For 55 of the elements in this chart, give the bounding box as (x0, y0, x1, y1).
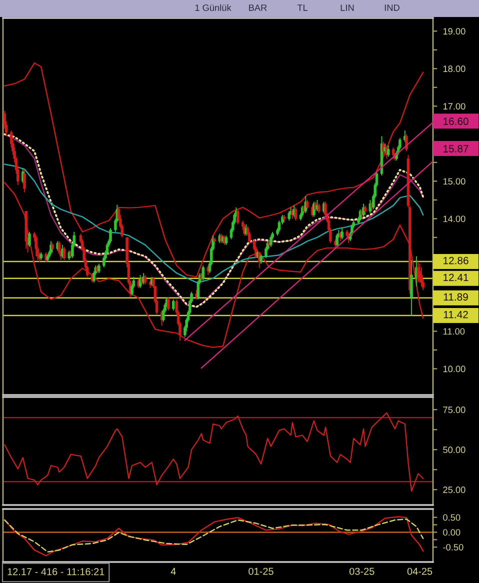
text: LIN (340, 4, 354, 11)
ref-line-label: 12.41 (444, 274, 468, 282)
y2-tick-label: 16.60 (444, 118, 468, 126)
candlestick (167, 296, 170, 312)
candlestick (51, 242, 54, 253)
candlestick (270, 235, 272, 248)
x-tick-label: 03-25 (349, 568, 374, 575)
x-tick-label: 01-25 (248, 568, 274, 575)
line-series (4, 412, 424, 492)
y-tick-label: 19.00 (443, 28, 466, 35)
y-tick-label: 75.00 (443, 406, 466, 414)
ref-line-label: 11.89 (444, 293, 468, 301)
candlestick (260, 254, 262, 264)
candlestick (34, 235, 38, 257)
candlestick (392, 146, 395, 160)
x-tick-label: 4 (170, 568, 176, 575)
y-tick-label: 0.50 (443, 514, 460, 521)
text: 1 Günlük (195, 4, 232, 11)
candlestick (294, 206, 298, 222)
y-tick-label: -0.50 (443, 544, 464, 551)
y-tick-label: 18.00 (443, 66, 466, 72)
candlestick (386, 145, 390, 158)
candlestick (236, 208, 240, 225)
text: TL (297, 4, 308, 11)
candlestick (318, 203, 320, 214)
text: BAR (249, 4, 267, 11)
candlestick (336, 233, 338, 248)
y-tick-label: 11.00 (443, 328, 465, 335)
y-tick-label: 50.00 (443, 446, 466, 454)
x-tick-label: 04-25 (407, 568, 432, 575)
text: 12.17 - 416 - 11:16:21 (8, 568, 104, 576)
candlestick (172, 298, 175, 312)
y-tick-label: 25.00 (443, 486, 466, 494)
ref-line-label: 12.86 (444, 256, 468, 264)
candlestick (62, 246, 66, 260)
candlestick (144, 274, 147, 285)
ref-line-label: 11.42 (444, 310, 468, 318)
y-tick-label: 14.00 (443, 216, 466, 222)
candlestick (410, 259, 413, 316)
candlestick (364, 205, 367, 216)
candlestick (28, 231, 31, 248)
y-tick-label: 15.00 (443, 178, 466, 185)
y2-tick-label: 15.87 (444, 145, 468, 152)
y-tick-label: 17.00 (443, 103, 466, 110)
candlestick (340, 228, 344, 240)
candlestick (405, 134, 408, 152)
candlestick (288, 210, 290, 222)
text: IND (384, 4, 400, 11)
candlestick (109, 228, 112, 244)
candlestick (23, 169, 26, 193)
y-tick-label: 0.00 (443, 529, 460, 536)
candlestick (306, 199, 309, 210)
line-series (4, 62, 424, 278)
y-tick-label: 10.00 (443, 366, 466, 372)
line-series (4, 182, 424, 348)
